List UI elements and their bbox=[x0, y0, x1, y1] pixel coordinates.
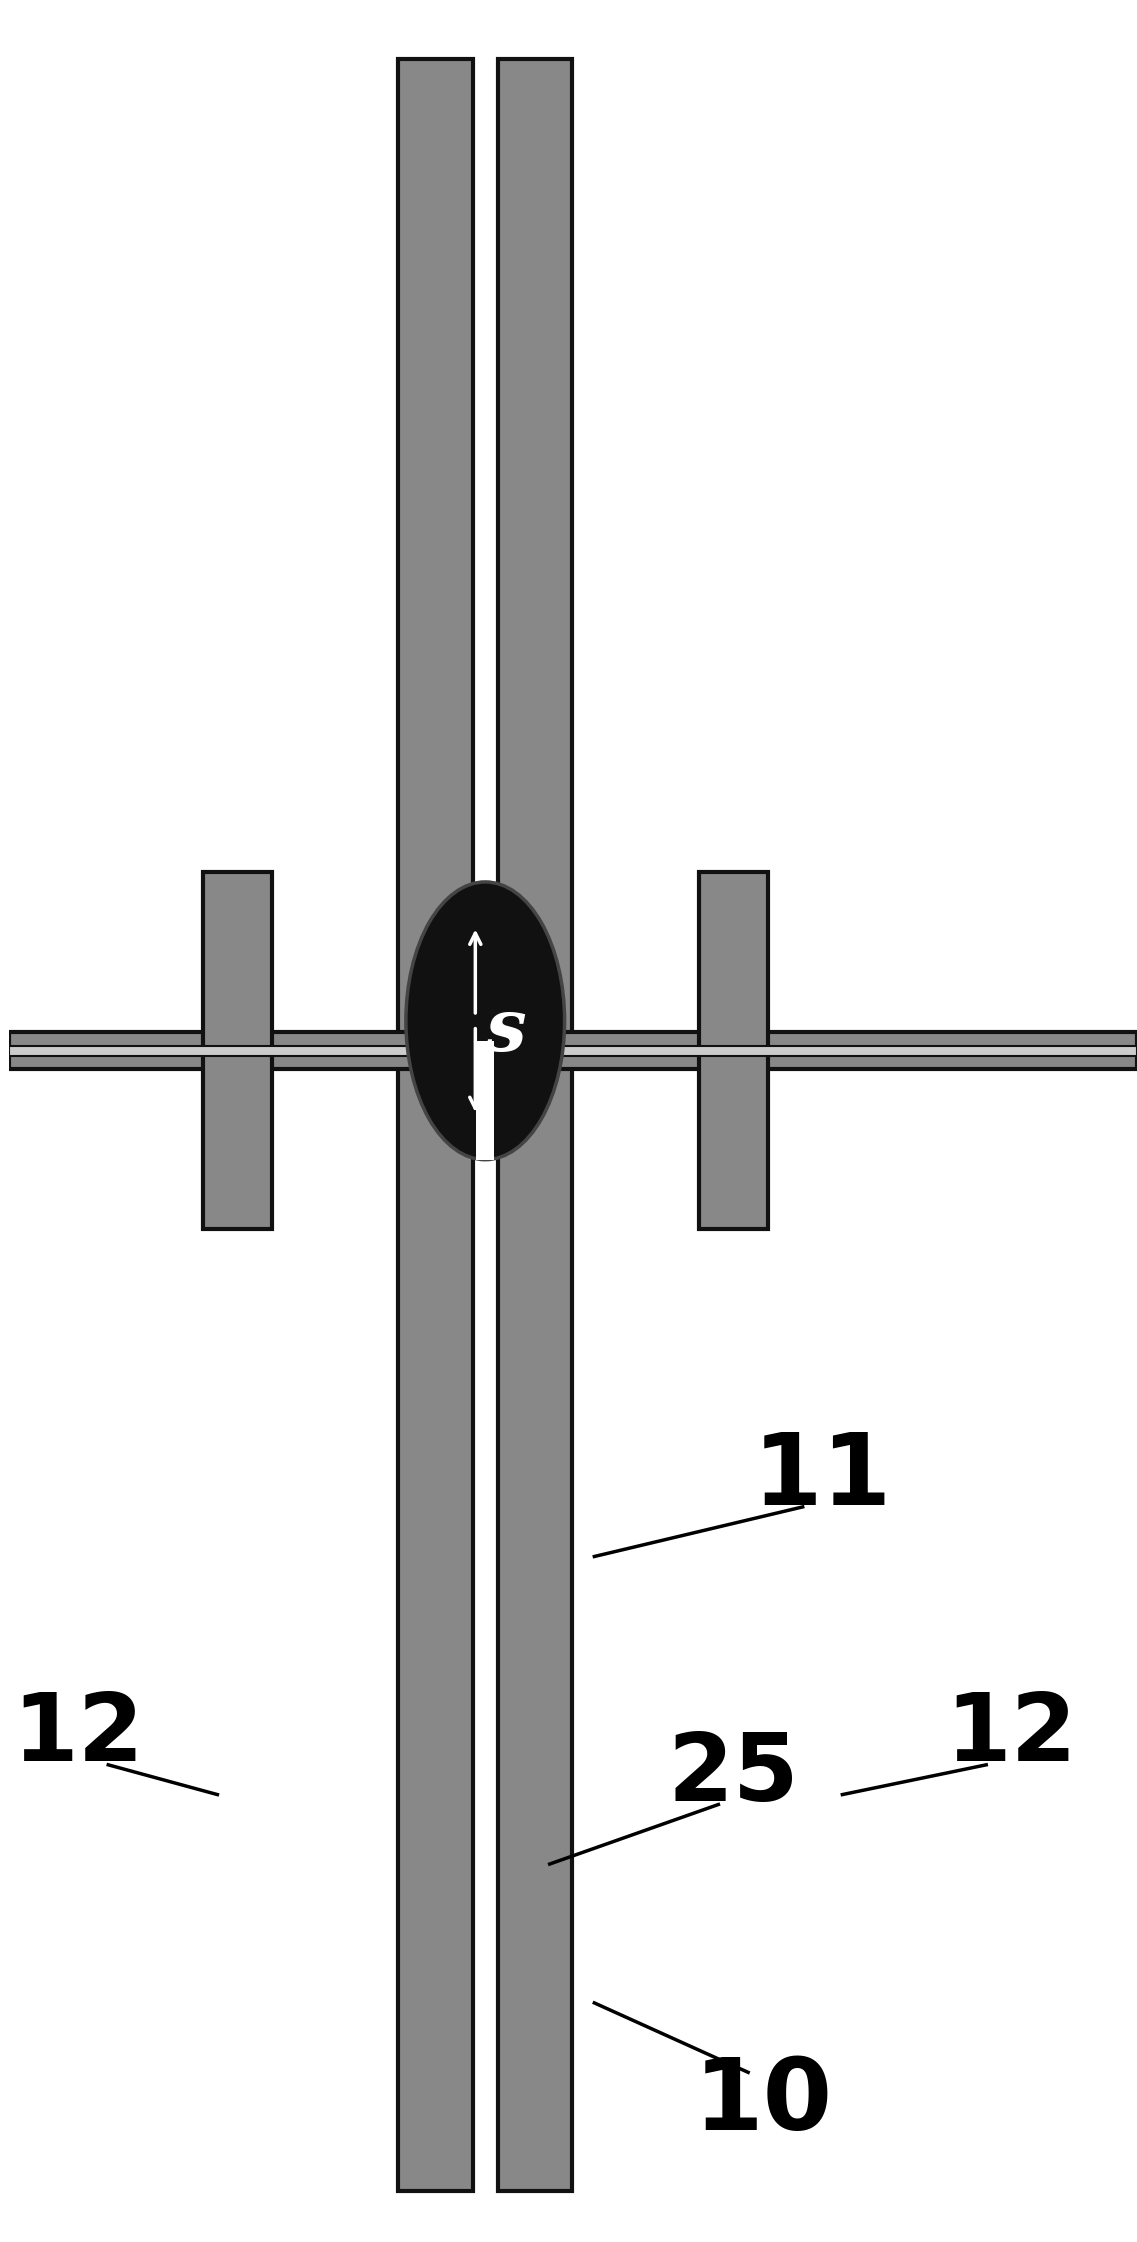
Bar bbox=[202, 872, 272, 1229]
Bar bbox=[698, 872, 767, 1229]
Bar bbox=[398, 58, 473, 2190]
Text: 12: 12 bbox=[13, 1688, 144, 1780]
Text: 12: 12 bbox=[945, 1688, 1077, 1780]
Bar bbox=[9, 1031, 1137, 1069]
Bar bbox=[476, 1040, 495, 1159]
Text: 25: 25 bbox=[667, 1729, 799, 1821]
Bar bbox=[9, 1045, 1137, 1056]
Text: 11: 11 bbox=[753, 1428, 893, 1525]
Text: s: s bbox=[484, 995, 525, 1067]
Ellipse shape bbox=[406, 881, 565, 1159]
Text: 10: 10 bbox=[694, 2054, 832, 2150]
Bar bbox=[498, 58, 572, 2190]
